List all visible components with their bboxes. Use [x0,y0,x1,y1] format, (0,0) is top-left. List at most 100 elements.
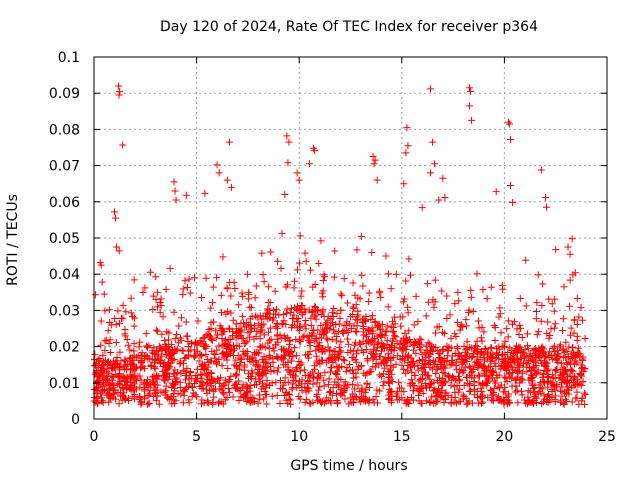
data-point [370,160,378,168]
data-point [568,398,576,406]
data-point [448,393,456,401]
data-point [327,364,335,372]
data-point [518,333,526,341]
data-point [263,376,271,384]
data-point [496,304,504,312]
data-point [113,243,121,251]
data-point [441,389,449,397]
data-point [560,354,568,362]
data-point [218,341,226,349]
data-point [291,277,299,285]
data-point [439,369,447,377]
data-point [161,340,169,348]
data-point [467,87,475,95]
data-point [227,336,235,344]
data-point [94,377,102,385]
data-point [276,331,284,339]
data-point [566,331,574,339]
data-point [243,389,251,397]
data-point [460,381,468,389]
data-point [114,307,122,315]
data-point [263,315,271,323]
data-point [439,375,447,383]
data-point [535,353,543,361]
data-point [376,287,384,295]
data-point [230,352,238,360]
data-point [532,369,540,377]
data-point [506,120,514,128]
data-point [412,349,420,357]
data-point [320,273,328,281]
data-point [145,390,153,398]
data-point [495,371,503,379]
data-point [244,383,252,391]
data-point [132,353,140,361]
data-point [294,307,302,315]
data-point [472,342,480,350]
data-point [312,334,320,342]
data-point [148,373,156,381]
data-point [450,374,458,382]
data-point [100,290,108,298]
data-point [427,347,435,355]
data-point [324,343,332,351]
data-point [278,229,286,237]
data-point [451,375,459,383]
data-point [258,249,266,257]
data-point [175,322,183,330]
data-point [397,322,405,330]
data-point [225,378,233,386]
data-point [425,372,433,380]
y-tick-label: 0.1 [58,50,80,66]
data-point [158,345,166,353]
data-point [433,323,441,331]
data-point [212,327,220,335]
data-point [372,393,380,401]
data-point [478,392,486,400]
data-point [302,325,310,333]
data-point [408,376,416,384]
data-point [404,336,412,344]
data-point [287,357,295,365]
data-point [280,391,288,399]
data-point [537,317,545,325]
data-point [557,398,565,406]
data-point [165,336,173,344]
data-point [480,328,488,336]
data-point [352,316,360,324]
x-tick-labels: 0 5 10 15 20 25 [90,429,616,445]
data-point [152,397,160,405]
data-point [349,279,357,287]
data-point [496,310,504,318]
data-point [246,355,254,363]
data-point [569,344,577,352]
data-point [551,383,559,391]
data-point [120,374,128,382]
data-point [543,396,551,404]
data-point [115,380,123,388]
data-point [129,313,137,321]
data-point [171,335,179,343]
data-point [524,342,532,350]
data-point [549,345,557,353]
data-point [465,362,473,370]
data-point [501,398,509,406]
data-point [572,394,580,402]
data-point [545,353,553,361]
data-point [138,349,146,357]
data-point [365,399,373,407]
data-point [398,384,406,392]
data-point [159,313,167,321]
data-point [375,361,383,369]
data-point [402,277,410,285]
data-point [246,333,254,341]
data-point [321,369,329,377]
data-point [215,342,223,350]
data-point [227,372,235,380]
data-point [303,333,311,341]
data-point [556,341,564,349]
data-point [352,373,360,381]
data-point [448,344,456,352]
data-point [499,285,507,293]
data-point [210,393,218,401]
